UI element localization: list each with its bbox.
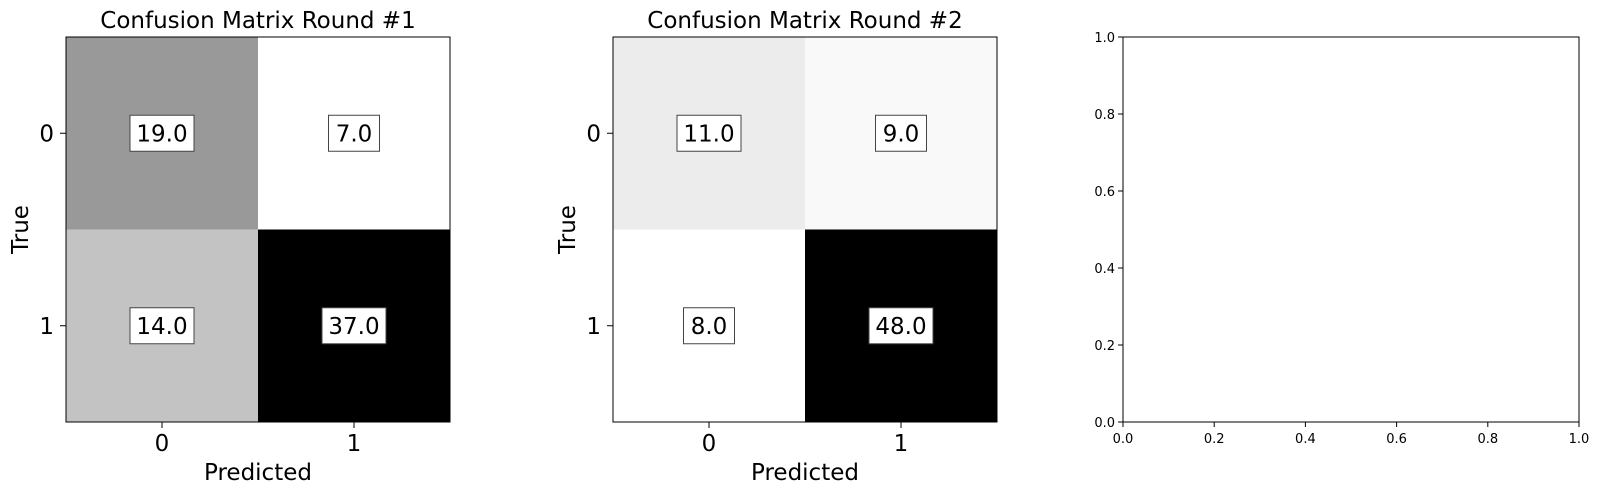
y-tick-label: 0.4 bbox=[1094, 262, 1115, 277]
x-axis-label: Predicted bbox=[204, 460, 312, 486]
y-tick-label: 0 bbox=[586, 121, 601, 147]
data-label: 48.0 bbox=[875, 314, 926, 340]
data-label-box bbox=[129, 114, 195, 152]
y-axis-label: True bbox=[8, 205, 34, 255]
x-tick-label: 0.6 bbox=[1386, 432, 1407, 447]
y-tick-label: 1.0 bbox=[1094, 31, 1115, 46]
y-tick-label: 0.2 bbox=[1094, 339, 1115, 354]
y-axis-label: True bbox=[555, 205, 581, 255]
x-tick-label: 1 bbox=[347, 431, 362, 457]
y-tick-label: 0 bbox=[39, 121, 54, 147]
data-label-box bbox=[129, 307, 195, 345]
data-label: 19.0 bbox=[136, 121, 187, 147]
data-label-box bbox=[676, 114, 742, 152]
x-tick-label: 1.0 bbox=[1569, 432, 1590, 447]
y-tick-label: 0.6 bbox=[1094, 185, 1115, 200]
data-label-box bbox=[868, 307, 934, 345]
x-tick-label: 0.2 bbox=[1204, 432, 1225, 447]
x-tick-label: 0.4 bbox=[1295, 432, 1316, 447]
data-label-box bbox=[683, 307, 735, 345]
data-label-box bbox=[321, 307, 387, 345]
y-tick-label: 1 bbox=[39, 314, 54, 340]
data-label: 8.0 bbox=[691, 314, 728, 340]
plot-frame bbox=[65, 36, 451, 423]
x-axis-label: Predicted bbox=[751, 460, 859, 486]
data-label: 7.0 bbox=[336, 121, 373, 147]
data-label: 37.0 bbox=[328, 314, 379, 340]
chart-title: Confusion Matrix Round #1 bbox=[100, 8, 415, 34]
data-label: 11.0 bbox=[683, 121, 734, 147]
chart-title: Confusion Matrix Round #2 bbox=[647, 8, 962, 34]
y-tick-label: 0.8 bbox=[1094, 108, 1115, 123]
x-tick-label: 0 bbox=[155, 431, 170, 457]
data-label: 9.0 bbox=[883, 121, 920, 147]
y-tick-label: 0.0 bbox=[1094, 416, 1115, 431]
data-label-box bbox=[328, 114, 380, 152]
plot-frame bbox=[612, 36, 998, 423]
x-tick-label: 0.8 bbox=[1477, 432, 1498, 447]
y-tick-label: 1 bbox=[586, 314, 601, 340]
data-label-box bbox=[875, 114, 927, 152]
x-tick-label: 0.0 bbox=[1113, 432, 1134, 447]
x-tick-label: 0 bbox=[702, 431, 717, 457]
data-label: 14.0 bbox=[136, 314, 187, 340]
x-tick-label: 1 bbox=[894, 431, 909, 457]
plot-frame bbox=[1122, 36, 1580, 423]
